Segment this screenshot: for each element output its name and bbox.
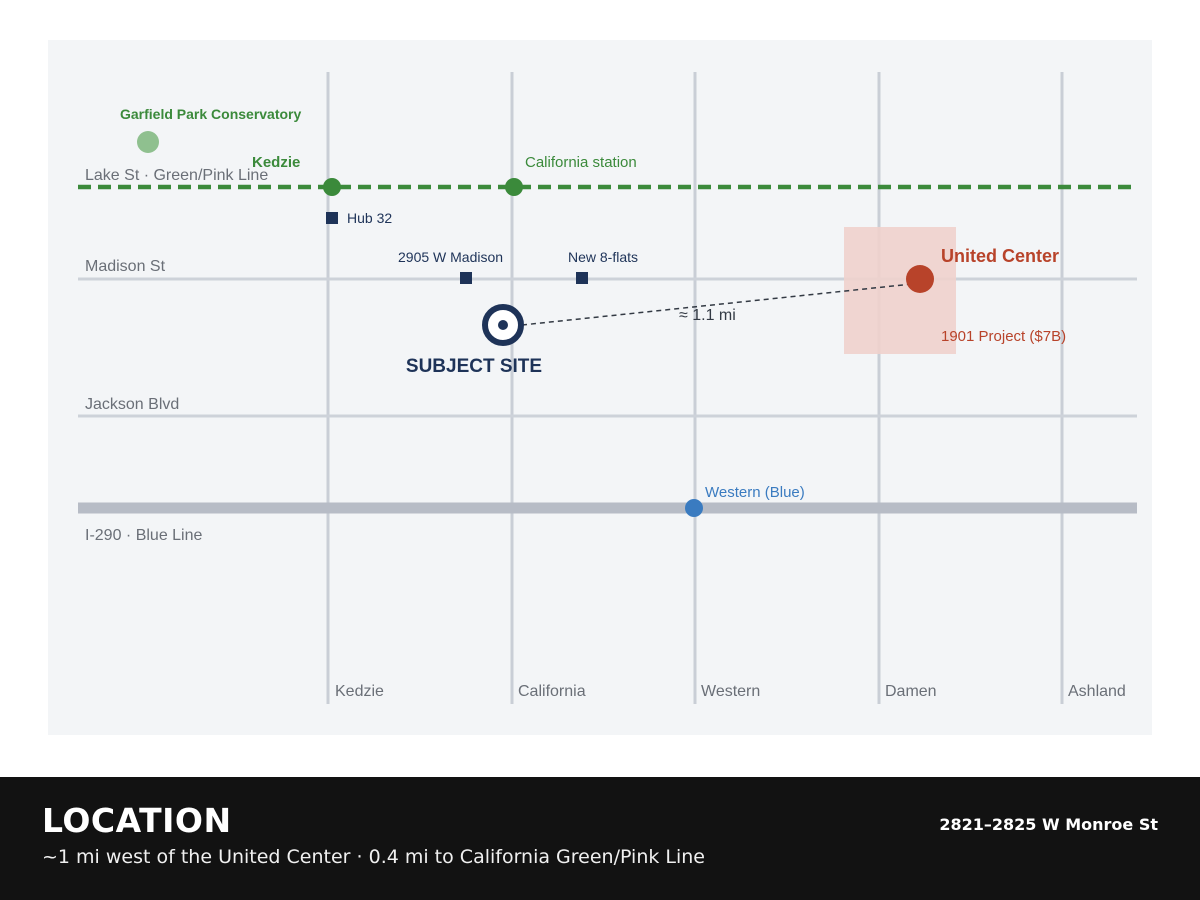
label-madison-st: Madison St: [85, 258, 166, 275]
united-center-marker[interactable]: [906, 265, 934, 293]
distance-line: [521, 283, 913, 326]
footer-subtitle: ~1 mi west of the United Center · 0.4 mi…: [42, 846, 705, 868]
garfield-park-marker[interactable]: [137, 131, 159, 153]
label-kedzie-station: Kedzie: [252, 154, 300, 171]
label-distance: ≈ 1.1 mi: [679, 307, 736, 324]
label-jackson-blvd: Jackson Blvd: [85, 396, 179, 413]
label-california-station: California station: [525, 154, 637, 171]
label-new-8-flats: New 8-flats: [568, 249, 638, 265]
label-1901-project: 1901 Project ($7B): [941, 328, 1066, 345]
label-damen: Damen: [885, 683, 937, 700]
label-lake-st: Lake St · Green/Pink Line: [85, 167, 268, 184]
kedzie-station-marker[interactable]: [323, 178, 341, 196]
label-garfield-park: Garfield Park Conservatory: [120, 106, 302, 122]
united-center-zone: [844, 227, 956, 354]
california-station-marker[interactable]: [505, 178, 523, 196]
label-kedzie: Kedzie: [335, 683, 384, 700]
hub32-marker[interactable]: [326, 212, 338, 224]
footer-banner: LOCATION ~1 mi west of the United Center…: [0, 777, 1200, 900]
label-hub32: Hub 32: [347, 210, 392, 226]
label-i290: I-290 · Blue Line: [85, 527, 203, 544]
label-california: California: [518, 683, 586, 700]
label-western-blue: Western (Blue): [705, 484, 805, 501]
label-subject-site: SUBJECT SITE: [406, 356, 542, 377]
label-2905-madison: 2905 W Madison: [398, 249, 503, 265]
madison-2905-marker[interactable]: [460, 272, 472, 284]
subject-site-icon[interactable]: [482, 304, 524, 346]
label-ashland: Ashland: [1068, 683, 1126, 700]
label-western: Western: [701, 683, 760, 700]
footer-title: LOCATION: [42, 801, 232, 840]
eight-flats-marker[interactable]: [576, 272, 588, 284]
map-panel: [48, 40, 1152, 735]
footer-address: 2821–2825 W Monroe St: [939, 815, 1158, 834]
western-blue-station-marker[interactable]: [685, 499, 703, 517]
label-united-center: United Center: [941, 246, 1059, 266]
